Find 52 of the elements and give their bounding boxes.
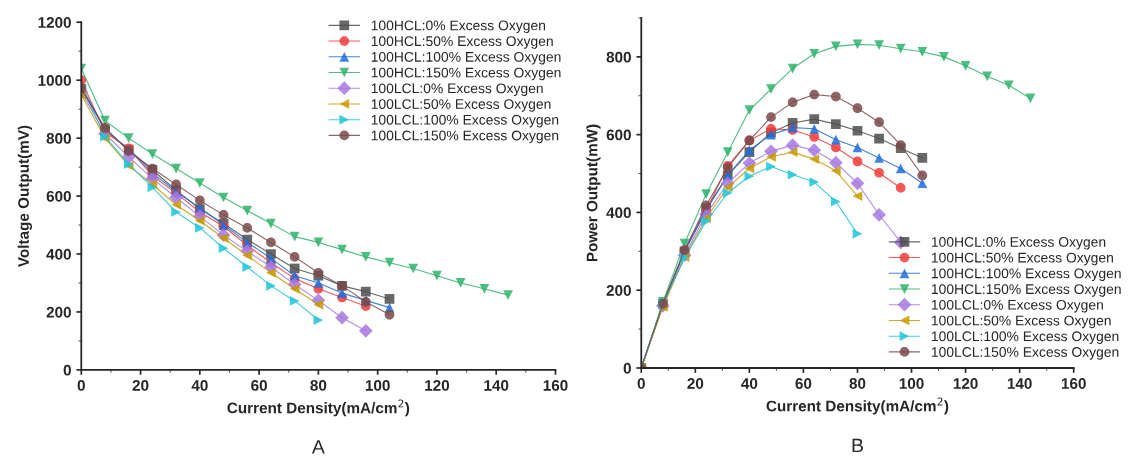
y-tick-label: 0 xyxy=(623,362,631,374)
x-tick-label: 40 xyxy=(741,378,758,389)
legend-label: 100LCL:0% Excess Oxygen xyxy=(371,83,543,96)
x-tick-label: 80 xyxy=(849,378,866,389)
x-axis-title: Current Density(mA/cm$^{2}$) xyxy=(227,399,410,417)
x-tick-label: 100 xyxy=(365,380,390,391)
y-tick-label: 600 xyxy=(46,190,71,202)
x-tick-label: 20 xyxy=(132,380,149,391)
text: B xyxy=(852,438,863,453)
x-tick-label: 140 xyxy=(1007,378,1032,389)
legend-label: 100LCL:150% Excess Oxygen xyxy=(371,130,559,144)
y-tick-label: 800 xyxy=(606,51,631,63)
x-tick-label: 120 xyxy=(953,378,978,389)
legend-label: 100HCL:50% Excess Oxygen xyxy=(931,252,1113,266)
x-axis-title: Current Density(mA/cm$^{2}$) xyxy=(766,397,949,415)
x-tick-label: 80 xyxy=(310,380,327,391)
legend-label: 100HCL:50% Excess Oxygen xyxy=(371,36,553,49)
legend-label: 100LCL:150% Excess Oxygen xyxy=(931,347,1119,360)
y-tick-label: 600 xyxy=(606,129,631,141)
x-tick-label: 40 xyxy=(191,380,208,391)
legend-label: 100HCL:150% Excess Oxygen xyxy=(931,284,1121,297)
x-tick-label: 140 xyxy=(484,380,509,391)
legend-label: 100LCL:50% Excess Oxygen xyxy=(371,99,551,112)
x-tick-label: 100 xyxy=(899,378,924,389)
y-tick-label: 1000 xyxy=(38,75,71,86)
text: A xyxy=(311,440,325,454)
legend-label: 100LCL:100% Excess Oxygen xyxy=(931,331,1119,344)
legend-label: 100HCL:0% Excess Oxygen xyxy=(931,237,1106,250)
x-tick-label: 160 xyxy=(1061,378,1086,389)
y-tick-label: 400 xyxy=(46,248,71,260)
x-tick-label: 160 xyxy=(543,380,568,391)
y-tick-label: 800 xyxy=(46,132,71,144)
x-tick-label: 60 xyxy=(795,378,812,389)
legend-label: 100HCL:100% Excess Oxygen xyxy=(931,268,1121,282)
legend-label: 100LCL:50% Excess Oxygen xyxy=(931,315,1111,329)
x-tick-label: 120 xyxy=(425,380,450,391)
legend-label: 100LCL:0% Excess Oxygen xyxy=(931,299,1103,313)
y-tick-label: 1200 xyxy=(38,17,71,28)
y-axis-title: Power Output(mW) xyxy=(586,124,601,262)
x-tick-label: 20 xyxy=(687,378,704,389)
y-tick-label: 0 xyxy=(63,364,71,376)
legend-label: 100LCL:100% Excess Oxygen xyxy=(371,114,559,128)
x-tick-label: 0 xyxy=(637,378,645,389)
legend-label: 100HCL:100% Excess Oxygen xyxy=(371,51,561,65)
legend-label: 100HCL:150% Excess Oxygen xyxy=(371,67,561,81)
y-tick-label: 200 xyxy=(46,306,71,318)
y-tick-label: 400 xyxy=(606,207,631,219)
x-tick-label: 60 xyxy=(251,380,267,391)
x-tick-label: 0 xyxy=(77,380,85,391)
y-axis-title: Voltage Output(mV) xyxy=(17,125,33,268)
y-tick-label: 200 xyxy=(606,285,631,296)
legend-label: 100HCL:0% Excess Oxygen xyxy=(371,20,546,34)
